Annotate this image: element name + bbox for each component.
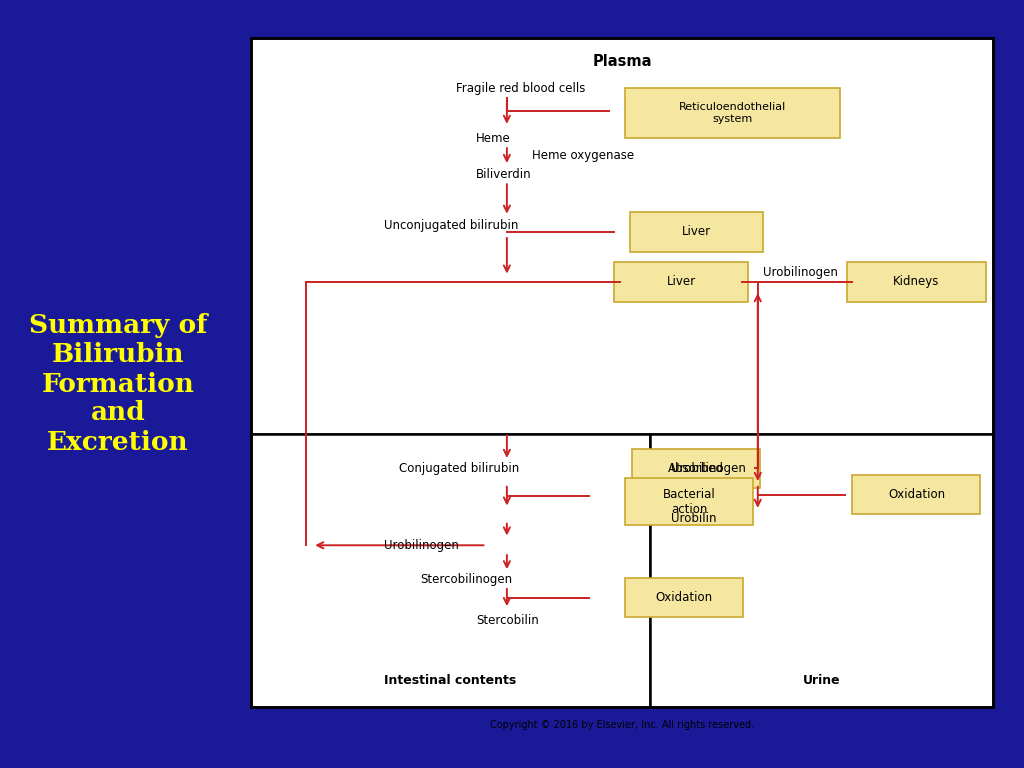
Text: Oxidation: Oxidation — [888, 488, 945, 501]
Text: Urobilinogen: Urobilinogen — [763, 266, 838, 279]
FancyBboxPatch shape — [848, 262, 985, 302]
Text: Urobilinogen: Urobilinogen — [671, 462, 745, 475]
Text: Liver: Liver — [682, 226, 711, 238]
Bar — [650, 434, 993, 707]
Text: Bacterial
action: Bacterial action — [663, 488, 716, 515]
Text: Intestinal contents: Intestinal contents — [384, 674, 517, 687]
FancyBboxPatch shape — [625, 478, 754, 525]
FancyBboxPatch shape — [852, 475, 981, 514]
Text: Conjugated bilirubin: Conjugated bilirubin — [399, 462, 519, 475]
Text: Kidneys: Kidneys — [893, 276, 940, 288]
Text: Heme oxygenase: Heme oxygenase — [532, 150, 635, 162]
FancyBboxPatch shape — [625, 88, 840, 138]
Text: Liver: Liver — [667, 276, 695, 288]
Text: Summary of
Bilirubin
Formation
and
Excretion: Summary of Bilirubin Formation and Excre… — [29, 313, 207, 455]
Text: Stercobilin: Stercobilin — [476, 614, 539, 627]
Bar — [251, 38, 993, 434]
FancyBboxPatch shape — [625, 578, 743, 617]
Text: Fragile red blood cells: Fragile red blood cells — [456, 82, 585, 94]
Text: Reticuloendothelial
system: Reticuloendothelial system — [679, 102, 785, 124]
Bar — [251, 38, 993, 707]
Text: Urine: Urine — [803, 674, 841, 687]
Bar — [251, 434, 650, 707]
Text: Biliverdin: Biliverdin — [476, 168, 531, 180]
Text: Unconjugated bilirubin: Unconjugated bilirubin — [384, 220, 518, 232]
Text: Copyright © 2016 by Elsevier, Inc. All rights reserved.: Copyright © 2016 by Elsevier, Inc. All r… — [490, 720, 754, 730]
Text: Absorbed: Absorbed — [669, 462, 724, 475]
Text: Plasma: Plasma — [592, 54, 652, 69]
Text: Urobilin: Urobilin — [671, 512, 716, 525]
Text: Stercobilinogen: Stercobilinogen — [420, 573, 512, 585]
FancyBboxPatch shape — [630, 212, 763, 252]
FancyBboxPatch shape — [614, 262, 748, 302]
FancyBboxPatch shape — [633, 449, 760, 488]
Text: Oxidation: Oxidation — [655, 591, 713, 604]
Text: Heme: Heme — [476, 132, 511, 144]
Text: Urobilinogen: Urobilinogen — [384, 539, 459, 551]
Bar — [251, 38, 993, 707]
